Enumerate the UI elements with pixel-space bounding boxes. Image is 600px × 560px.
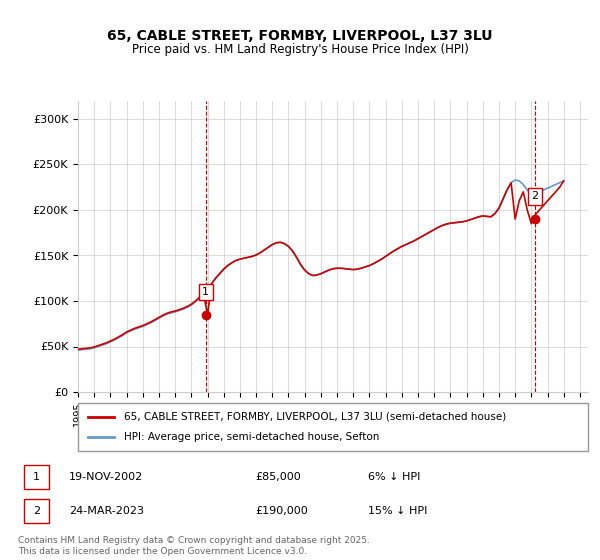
Text: Price paid vs. HM Land Registry's House Price Index (HPI): Price paid vs. HM Land Registry's House … (131, 43, 469, 56)
Text: £85,000: £85,000 (255, 472, 301, 482)
Text: 15% ↓ HPI: 15% ↓ HPI (368, 506, 427, 516)
Text: 1: 1 (202, 287, 209, 297)
FancyBboxPatch shape (78, 403, 588, 451)
Text: 24-MAR-2023: 24-MAR-2023 (69, 506, 144, 516)
Text: HPI: Average price, semi-detached house, Sefton: HPI: Average price, semi-detached house,… (124, 432, 379, 442)
Text: 65, CABLE STREET, FORMBY, LIVERPOOL, L37 3LU (semi-detached house): 65, CABLE STREET, FORMBY, LIVERPOOL, L37… (124, 412, 506, 422)
Text: 2: 2 (532, 192, 539, 202)
Text: 19-NOV-2002: 19-NOV-2002 (69, 472, 143, 482)
Text: 65, CABLE STREET, FORMBY, LIVERPOOL, L37 3LU: 65, CABLE STREET, FORMBY, LIVERPOOL, L37… (107, 29, 493, 44)
Text: 1: 1 (33, 472, 40, 482)
FancyBboxPatch shape (23, 499, 49, 523)
Text: 6% ↓ HPI: 6% ↓ HPI (368, 472, 420, 482)
Text: £190,000: £190,000 (255, 506, 308, 516)
FancyBboxPatch shape (23, 465, 49, 489)
Text: Contains HM Land Registry data © Crown copyright and database right 2025.
This d: Contains HM Land Registry data © Crown c… (18, 536, 370, 556)
Text: 2: 2 (33, 506, 40, 516)
